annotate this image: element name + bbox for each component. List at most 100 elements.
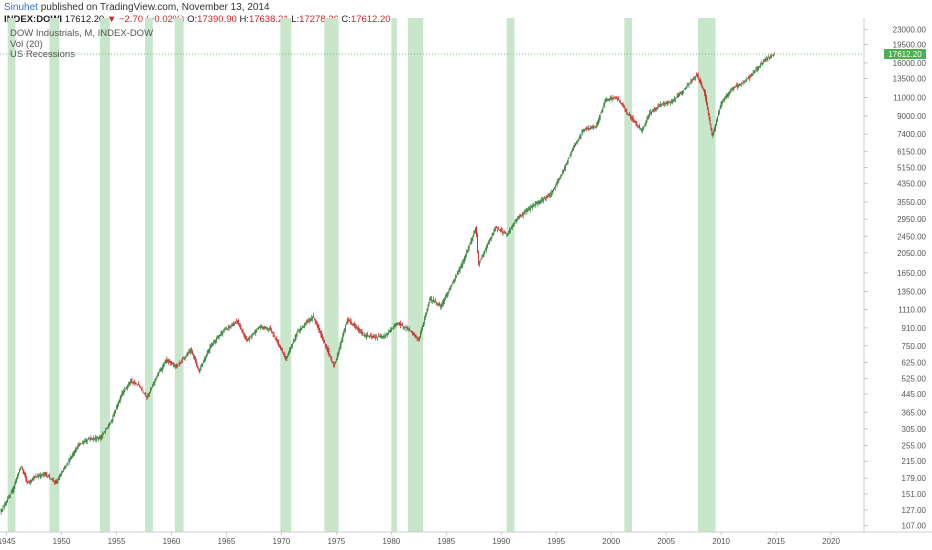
candle-body [579, 135, 581, 139]
candle-body [405, 326, 407, 328]
last-price: 17612.20 [64, 14, 105, 25]
candle-body [439, 305, 441, 307]
candle-body [497, 228, 499, 230]
candle-body [214, 341, 215, 344]
candle-body [29, 481, 30, 483]
candle-body [535, 203, 537, 205]
candle-body [563, 169, 564, 173]
price-tick-label: 3550.00 [897, 198, 926, 207]
candle-body [749, 76, 750, 79]
candle-body [333, 364, 335, 366]
candle-body [546, 196, 548, 198]
candle-body [742, 81, 744, 83]
candle-body [517, 217, 519, 219]
candle-body [313, 318, 315, 320]
candle-body [277, 342, 279, 344]
candle-body [274, 337, 276, 338]
candle-body [253, 332, 255, 334]
candle-body [28, 482, 30, 483]
candle-body [586, 128, 588, 129]
price-tick-label: 5150.00 [897, 164, 926, 173]
candle-body [166, 359, 168, 361]
candle-body [560, 175, 562, 178]
candle-body [208, 349, 210, 352]
candle-body [215, 340, 216, 342]
candle-body [59, 476, 61, 478]
candle-body [444, 299, 445, 302]
candle-body [381, 336, 383, 338]
candle-body [207, 351, 209, 353]
candle-body [554, 186, 556, 189]
candle-body [246, 338, 248, 341]
candle-body [519, 216, 521, 218]
candle-body [659, 104, 661, 106]
price-tick-label: 1350.00 [897, 287, 926, 296]
symbol-label[interactable]: INDEX:DOWI [4, 14, 63, 25]
candle-body [74, 449, 76, 453]
candle-body [70, 457, 72, 459]
candle-body [739, 84, 741, 86]
candle-body [415, 335, 417, 338]
candle-body [51, 479, 52, 480]
candle-body [160, 368, 162, 371]
candle-body [332, 361, 334, 363]
legend-recessions: US Recessions [10, 49, 75, 60]
candle-body [325, 344, 327, 348]
candle-body [63, 468, 65, 470]
candle-body [7, 499, 8, 502]
candle-body [673, 100, 674, 102]
candle-body [487, 242, 489, 244]
candle-body [675, 97, 677, 99]
candle-body [7, 497, 9, 499]
candle-body [489, 238, 491, 241]
candle-body [610, 97, 612, 99]
candle-body [259, 327, 261, 328]
candle-body [549, 195, 551, 196]
candle-body [468, 245, 470, 248]
candle-body [270, 329, 272, 331]
candle-body [11, 491, 13, 493]
candle-body [715, 123, 717, 129]
candle-body [362, 334, 364, 335]
candle-body [765, 59, 767, 61]
candle-body [326, 348, 328, 350]
candle-body [419, 336, 421, 340]
candle-body [433, 299, 434, 302]
candle-body [760, 63, 762, 65]
candle-body [164, 362, 166, 363]
candle-body [374, 337, 376, 338]
candle-body [669, 102, 671, 103]
candle-body [542, 199, 544, 202]
candle-body [476, 227, 477, 237]
candle-body [240, 327, 242, 330]
candle-body [674, 98, 676, 100]
candle-body [269, 328, 270, 330]
candle-body [4, 504, 6, 507]
candle-body [204, 359, 205, 362]
candle-body [157, 374, 159, 376]
candle-body [34, 477, 36, 478]
candle-body [661, 103, 663, 105]
candle-body [199, 369, 201, 371]
candle-body [360, 331, 362, 333]
time-tick-label: 1995 [547, 537, 565, 546]
candle-body [515, 220, 517, 222]
candle-body [57, 479, 59, 482]
price-tick-label: 305.00 [902, 425, 927, 434]
candle-body [654, 108, 656, 109]
candle-body [291, 343, 293, 347]
author-link[interactable]: Sinuhet [4, 2, 38, 13]
candle-body [680, 92, 682, 94]
price-tick-label: 365.00 [902, 408, 927, 417]
candle-body [452, 282, 454, 284]
candle-body [622, 104, 624, 107]
candle-body [697, 74, 699, 78]
candle-body [131, 381, 133, 383]
candle-body [69, 458, 71, 462]
candle-body [723, 99, 725, 100]
candle-body [176, 365, 178, 367]
candle-body [624, 108, 626, 110]
candle-body [168, 361, 170, 362]
candle-body [126, 386, 128, 389]
